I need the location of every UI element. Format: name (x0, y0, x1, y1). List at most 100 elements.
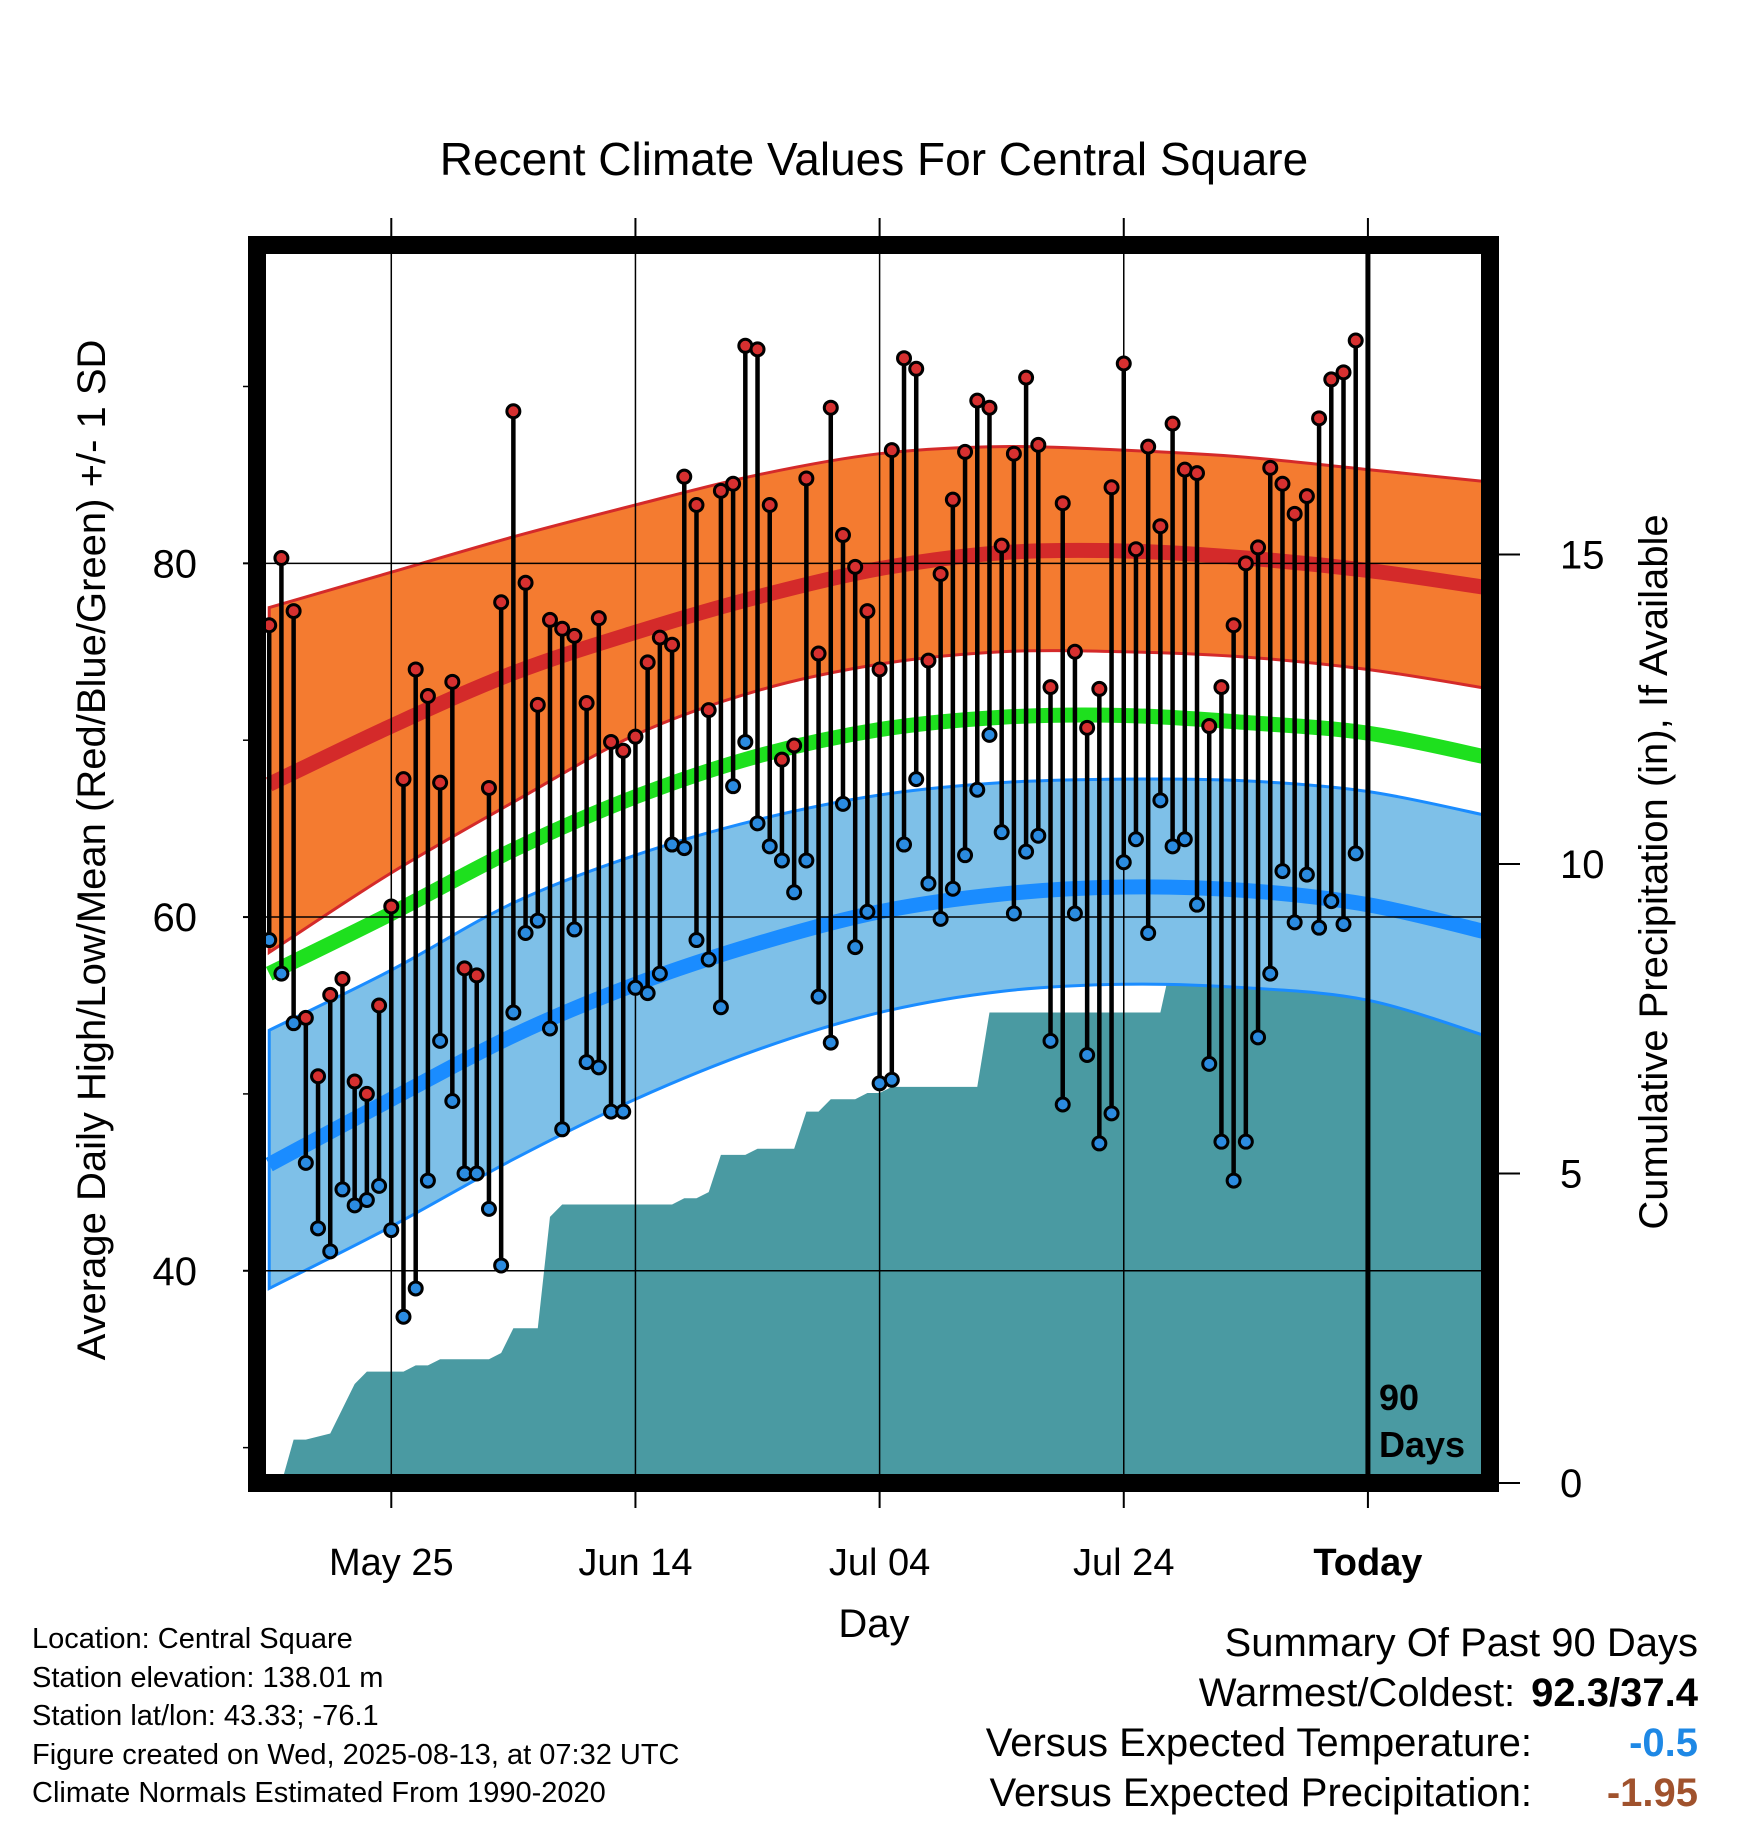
obs-low-point (1262, 965, 1279, 982)
obs-low-point (1030, 827, 1047, 844)
obs-low-point (1274, 863, 1291, 880)
plot-frame (248, 236, 1499, 1492)
obs-high-point (957, 443, 974, 460)
obs-low-point (493, 1257, 510, 1274)
today-marker-days: Days (1379, 1424, 1465, 1465)
obs-high-point (981, 399, 998, 416)
obs-high-point (1115, 355, 1132, 372)
obs-low-point (993, 824, 1010, 841)
obs-low-point (1176, 831, 1193, 848)
obs-low-point (1189, 896, 1206, 913)
obs-high-point (1189, 465, 1206, 482)
obs-high-point (297, 1009, 314, 1026)
obs-high-point (896, 350, 913, 367)
obs-low-point (749, 815, 766, 832)
obs-high-point (1140, 438, 1157, 455)
obs-high-point (749, 341, 766, 358)
obs-high-point (590, 610, 607, 627)
obs-low-point (480, 1200, 497, 1217)
obs-low-point (847, 939, 864, 956)
obs-low-point (615, 1103, 632, 1120)
obs-low-point (395, 1308, 412, 1325)
obs-low-point (1042, 1032, 1059, 1049)
obs-low-point (1164, 838, 1181, 855)
obs-low-point (883, 1071, 900, 1088)
obs-high-point (908, 360, 925, 377)
x-tick-label: May 25 (329, 1542, 454, 1584)
obs-high-point (493, 594, 510, 611)
obs-high-point (1298, 488, 1315, 505)
obs-high-point (1152, 518, 1169, 535)
obs-low-point (505, 1004, 522, 1021)
obs-high-point (1066, 643, 1083, 660)
obs-high-point (1323, 371, 1340, 388)
obs-high-point (1018, 369, 1035, 386)
obs-low-point (432, 1032, 449, 1049)
normals-text: Climate Normals Estimated From 1990-2020 (32, 1777, 606, 1809)
y-left-tick-label: 80 (153, 542, 198, 586)
obs-low-point (334, 1181, 351, 1198)
obs-low-point (981, 726, 998, 743)
obs-low-point (444, 1092, 461, 1109)
obs-low-point (554, 1121, 571, 1138)
obs-low-point (737, 733, 754, 750)
obs-high-point (444, 673, 461, 690)
today-marker-90: 90 (1379, 1377, 1419, 1418)
obs-high-point (1005, 445, 1022, 462)
obs-high-point (639, 654, 656, 671)
y-right-tick-label: 15 (1560, 534, 1605, 578)
obs-low-point (1323, 893, 1340, 910)
obs-high-point (651, 629, 668, 646)
obs-high-point (627, 728, 644, 745)
obs-high-point (395, 771, 412, 788)
obs-high-point (1030, 436, 1047, 453)
obs-high-point (786, 737, 803, 754)
obs-high-point (505, 403, 522, 420)
obs-high-point (712, 482, 729, 499)
obs-low-point (773, 852, 790, 869)
obs-low-point (859, 903, 876, 920)
obs-high-point (1127, 541, 1144, 558)
obs-high-point (371, 997, 388, 1014)
obs-high-point (1079, 719, 1096, 736)
warm-cold-label: Warmest/Coldest: (1198, 1671, 1516, 1715)
station-info: Location: Central Square Station elevati… (32, 1620, 680, 1813)
obs-high-point (1274, 475, 1291, 492)
elevation-text: Station elevation: 138.01 m (32, 1661, 384, 1694)
obs-high-point (1347, 332, 1364, 349)
obs-high-point (1103, 479, 1120, 496)
obs-high-point (529, 696, 546, 713)
obs-high-point (1225, 617, 1242, 634)
warm-cold-value: 92.3/37.4 (1531, 1671, 1698, 1715)
y-left-axis-label: Average Daily High/Low/Mean (Red/Blue/Gr… (70, 340, 114, 1361)
obs-high-point (541, 611, 558, 628)
obs-low-point (407, 1280, 424, 1297)
obs-low-point (1103, 1105, 1120, 1122)
created-text: Figure created on Wed, 2025-08-13, at 07… (32, 1738, 680, 1771)
obs-low-point (957, 847, 974, 864)
obs-low-point (1335, 916, 1352, 933)
obs-low-point (297, 1154, 314, 1171)
obs-high-point (1237, 555, 1254, 572)
obs-high-point (432, 774, 449, 791)
obs-low-point (1066, 905, 1083, 922)
obs-low-point (1225, 1172, 1242, 1189)
obs-low-point (798, 852, 815, 869)
obs-low-point (761, 838, 778, 855)
obs-low-point (1201, 1055, 1218, 1072)
x-tick-label: Today (1313, 1542, 1422, 1584)
obs-low-point (517, 924, 534, 941)
obs-high-point (322, 986, 339, 1003)
obs-high-point (1054, 495, 1071, 512)
obs-high-point (688, 496, 705, 513)
obs-high-point (334, 970, 351, 987)
obs-low-point (786, 884, 803, 901)
summary-panel: Summary Of Past 90 Days Warmest/Coldest:… (986, 1618, 1698, 1818)
obs-low-point (1213, 1133, 1230, 1150)
obs-low-point (944, 880, 961, 897)
obs-low-point (896, 836, 913, 853)
obs-high-point (822, 399, 839, 416)
obs-high-point (932, 565, 949, 582)
obs-low-point (541, 1020, 558, 1037)
